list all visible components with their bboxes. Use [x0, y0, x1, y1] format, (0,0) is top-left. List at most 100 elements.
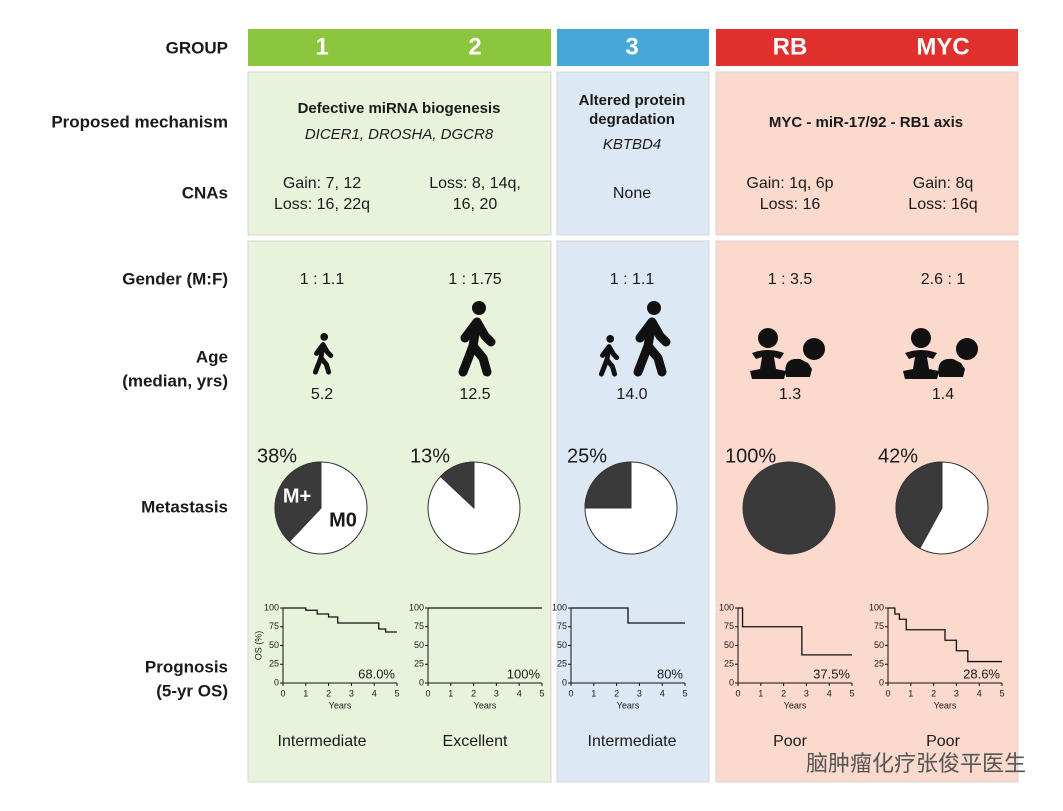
y-tick-label: 25	[874, 659, 884, 669]
row-label: Age	[196, 347, 228, 366]
x-axis-label: Years	[617, 700, 640, 710]
x-axis-label: Years	[934, 700, 957, 710]
icon-head	[956, 338, 978, 360]
cna-text: Loss: 8, 14q,	[429, 175, 521, 192]
outcome: Excellent	[443, 733, 508, 750]
y-tick-label: 100	[719, 602, 734, 612]
survival-curve	[738, 607, 852, 656]
survival-curve	[888, 607, 1002, 663]
x-tick-label: 3	[954, 688, 959, 698]
y-tick-label: 100	[552, 602, 567, 612]
group-label: 1	[315, 33, 328, 60]
age-value: 12.5	[459, 386, 490, 403]
x-tick-label: 0	[280, 688, 285, 698]
group-header	[716, 29, 1018, 66]
walker-icon	[598, 335, 620, 377]
pie-slice	[584, 461, 632, 509]
group-label: 3	[625, 33, 638, 60]
outcome: Poor	[926, 733, 960, 750]
x-tick-label: 1	[448, 688, 453, 698]
x-tick-label: 2	[614, 688, 619, 698]
x-tick-label: 5	[539, 688, 544, 698]
x-tick-label: 0	[735, 688, 740, 698]
x-tick-label: 3	[637, 688, 642, 698]
gender-ratio: 1 : 1.1	[300, 271, 345, 288]
y-tick-label: 50	[724, 640, 734, 650]
x-tick-label: 4	[977, 688, 982, 698]
age-value: 14.0	[616, 386, 647, 403]
icon-body	[598, 344, 620, 377]
group-label: MYC	[916, 33, 969, 60]
x-tick-label: 4	[372, 688, 377, 698]
x-tick-label: 4	[827, 688, 832, 698]
panel	[715, 71, 1019, 236]
icon-head	[472, 301, 486, 315]
mechanism-genes: DICER1, DROSHA, DGCR8	[305, 126, 494, 143]
x-tick-label: 2	[931, 688, 936, 698]
y-tick-label: 75	[724, 621, 734, 631]
cna-text: Gain: 8q	[913, 175, 973, 192]
gender-ratio: 1 : 1.75	[448, 271, 501, 288]
y-tick-label: 75	[557, 621, 567, 631]
row-label: Proposed mechanism	[51, 112, 228, 131]
x-tick-label: 1	[591, 688, 596, 698]
panel	[247, 71, 552, 236]
mechanism-title: MYC - miR-17/92 - RB1 axis	[769, 114, 963, 131]
x-tick-label: 0	[885, 688, 890, 698]
gender-ratio: 1 : 3.5	[768, 271, 813, 288]
x-tick-label: 0	[568, 688, 573, 698]
pie-slice	[274, 461, 322, 543]
row-label: GROUP	[166, 38, 228, 57]
x-tick-label: 4	[517, 688, 522, 698]
age-value: 1.3	[779, 386, 801, 403]
y-tick-label: 50	[269, 640, 279, 650]
group-label: 2	[468, 33, 481, 60]
cna-text: Loss: 16	[760, 196, 821, 213]
pie-label: 13%	[410, 445, 450, 467]
age-value: 1.4	[932, 386, 954, 403]
survival-label: 28.6%	[963, 666, 1000, 681]
mechanism-title: Altered protein	[579, 92, 686, 109]
outcome: Intermediate	[278, 733, 367, 750]
icon-head	[647, 301, 661, 315]
y-tick-label: 0	[274, 677, 279, 687]
baby-icon	[750, 328, 825, 379]
group-header	[557, 29, 709, 66]
pie-label: 42%	[878, 445, 918, 467]
pie-label: 38%	[257, 445, 297, 467]
x-tick-label: 1	[908, 688, 913, 698]
icon-body	[785, 358, 812, 377]
survival-curve	[283, 607, 397, 633]
y-tick-label: 25	[724, 659, 734, 669]
pie-slice	[895, 461, 943, 549]
survival-label: 37.5%	[813, 666, 850, 681]
survival-label: 68.0%	[358, 666, 395, 681]
pie-slice	[743, 462, 835, 554]
x-tick-label: 3	[349, 688, 354, 698]
cna-text: 16, 20	[453, 196, 498, 213]
row-label: Gender (M:F)	[122, 269, 228, 288]
outcome: Poor	[773, 733, 807, 750]
x-axis-label: Years	[784, 700, 807, 710]
y-tick-label: 100	[264, 602, 279, 612]
y-tick-label: 50	[557, 640, 567, 650]
row-label: (median, yrs)	[122, 371, 228, 390]
y-tick-label: 50	[414, 640, 424, 650]
x-tick-label: 2	[471, 688, 476, 698]
walker-icon	[312, 333, 334, 375]
pie-label: 25%	[567, 445, 607, 467]
y-tick-label: 100	[869, 602, 884, 612]
x-tick-label: 5	[999, 688, 1004, 698]
survival-label: 80%	[657, 666, 683, 681]
x-tick-label: 3	[494, 688, 499, 698]
panel	[556, 71, 710, 236]
watermark: 脑肿瘤化疗张俊平医生	[806, 751, 1026, 776]
row-label: Prognosis	[145, 657, 228, 676]
icon-head	[320, 333, 329, 341]
x-tick-label: 1	[303, 688, 308, 698]
slice-label: M+	[283, 485, 311, 507]
y-tick-label: 0	[879, 677, 884, 687]
mechanism-title: degradation	[589, 111, 675, 128]
cna-text: Loss: 16, 22q	[274, 196, 370, 213]
y-tick-label: 25	[557, 659, 567, 669]
